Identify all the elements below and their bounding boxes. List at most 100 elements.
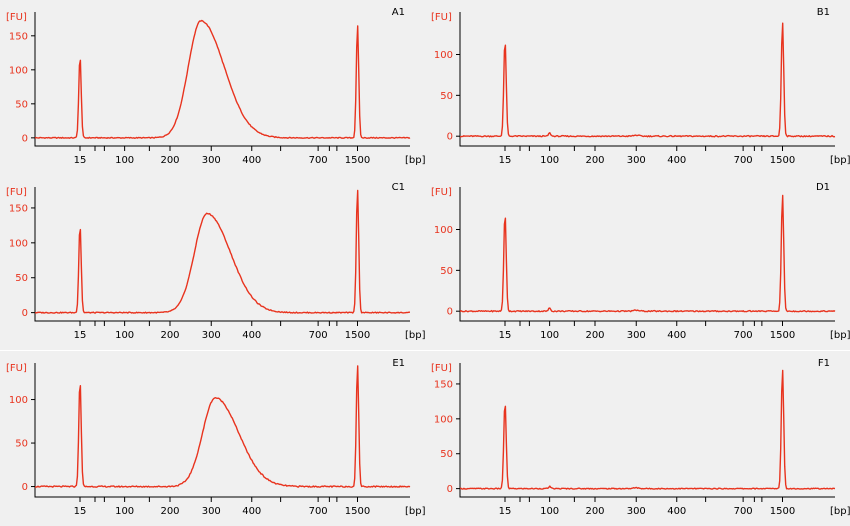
chart-svg: [FU] C1 0 50 100 150 15 100 200 300 400 700 1500 [bp]	[0, 175, 426, 350]
y-tick-label: 0	[447, 484, 453, 495]
x-tick-label: 1500	[770, 506, 795, 517]
x-tick-label: 15	[499, 506, 512, 517]
electropherogram-trace	[459, 369, 836, 490]
x-tick-label: 100	[115, 330, 134, 341]
x-tick-label: 200	[585, 506, 604, 517]
chart-svg: [FU] D1 0 50 100 15 100 200 300 400 700 1500 [bp]	[425, 175, 850, 350]
x-tick-label: 200	[585, 330, 604, 341]
x-tick-label: 200	[160, 155, 179, 166]
y-tick-label: 100	[9, 395, 28, 406]
panel-title: A1	[392, 7, 405, 18]
axis-lines	[34, 187, 410, 322]
x-tick-label: 700	[734, 155, 753, 166]
x-axis-unit: [bp]	[830, 155, 850, 166]
y-tick-label: 100	[434, 225, 453, 236]
y-tick-label: 50	[440, 266, 453, 277]
y-tick-label: 50	[15, 439, 28, 450]
panel-title: B1	[817, 7, 830, 18]
x-axis-unit: [bp]	[830, 330, 850, 341]
x-tick-label: 400	[667, 330, 686, 341]
panel-background	[0, 351, 425, 526]
x-axis-unit: [bp]	[405, 155, 426, 166]
x-tick-label: 1500	[770, 155, 795, 166]
x-tick-label: 15	[499, 155, 512, 166]
y-tick-label: 100	[434, 414, 453, 425]
y-axis-label: [FU]	[6, 363, 27, 374]
panel-title: E1	[392, 358, 405, 369]
x-tick-label: 200	[160, 506, 179, 517]
x-tick-label: 15	[74, 155, 87, 166]
axis-lines	[34, 12, 410, 147]
panel-a1: [FU] A1 0 50 100 150 15 100 200 300 400 700 1500 [bp]	[0, 0, 426, 175]
x-tick-label: 1500	[345, 506, 370, 517]
panel-title: C1	[392, 182, 405, 193]
x-tick-label: 700	[734, 330, 753, 341]
x-tick-label: 700	[309, 330, 328, 341]
y-tick-label: 150	[9, 31, 28, 42]
x-tick-label: 300	[627, 330, 646, 341]
panel-background	[425, 351, 850, 526]
y-tick-label: 100	[9, 238, 28, 249]
panel-d1: [FU] D1 0 50 100 15 100 200 300 400 700 1500 [bp]	[425, 175, 850, 350]
x-tick-label: 1500	[345, 330, 370, 341]
panel-background	[0, 175, 425, 350]
axis-lines	[459, 12, 835, 147]
chart-svg: [FU] E1 0 50 100 15 100 200 300 400 700 1500 [bp]	[0, 351, 426, 526]
panel-e1: [FU] E1 0 50 100 15 100 200 300 400 700 1500 [bp]	[0, 351, 426, 526]
x-tick-label: 300	[202, 506, 221, 517]
panel-c1: [FU] C1 0 50 100 150 15 100 200 300 400 700 1500 [bp]	[0, 175, 426, 350]
electropherogram-trace	[34, 189, 410, 314]
y-axis-label: [FU]	[431, 187, 452, 198]
axis-lines	[459, 187, 835, 322]
x-tick-label: 300	[202, 155, 221, 166]
x-tick-label: 700	[309, 506, 328, 517]
x-tick-label: 200	[585, 155, 604, 166]
y-axis-label: [FU]	[431, 12, 452, 23]
x-axis-unit: [bp]	[405, 506, 426, 517]
electropherogram-trace	[460, 22, 836, 138]
y-tick-label: 100	[9, 65, 28, 76]
panel-f1: [FU] F1 0 50 100 150 15 100 200 300 400 700 1500 [bp]	[425, 351, 850, 526]
y-axis-label: [FU]	[6, 12, 27, 23]
x-tick-label: 100	[115, 506, 134, 517]
x-axis-unit: [bp]	[405, 330, 426, 341]
electropherogram-trace	[34, 19, 411, 139]
y-tick-label: 0	[22, 482, 28, 493]
y-tick-label: 50	[440, 91, 453, 102]
x-tick-label: 100	[540, 330, 559, 341]
electropherogram-trace	[34, 365, 411, 488]
x-tick-label: 400	[242, 330, 261, 341]
x-tick-label: 400	[242, 506, 261, 517]
chart-svg: [FU] A1 0 50 100 150 15 100 200 300 400 700 1500 [bp]	[0, 0, 426, 175]
panel-background	[0, 0, 425, 175]
panel-b1: [FU] B1 0 50 100 15 100 200 300 400 700 1500 [bp]	[425, 0, 850, 175]
panel-background	[425, 175, 850, 350]
y-tick-label: 0	[447, 132, 453, 143]
x-tick-label: 100	[115, 155, 134, 166]
y-tick-label: 50	[15, 273, 28, 284]
y-tick-label: 150	[434, 379, 453, 390]
y-tick-label: 0	[22, 308, 28, 319]
y-axis-label: [FU]	[431, 363, 452, 374]
y-tick-label: 0	[447, 307, 453, 318]
x-tick-label: 400	[242, 155, 261, 166]
x-tick-label: 15	[74, 506, 87, 517]
electropherogram-trace	[459, 194, 836, 313]
x-tick-label: 100	[540, 155, 559, 166]
y-tick-label: 150	[9, 203, 28, 214]
x-tick-label: 400	[667, 155, 686, 166]
y-axis-label: [FU]	[6, 187, 27, 198]
x-tick-label: 300	[627, 506, 646, 517]
axis-lines	[34, 363, 410, 498]
panel-background	[425, 0, 850, 175]
panel-title: D1	[816, 182, 830, 193]
y-tick-label: 0	[22, 133, 28, 144]
x-tick-label: 200	[160, 330, 179, 341]
x-axis-unit: [bp]	[830, 506, 850, 517]
panel-title: F1	[818, 358, 830, 369]
x-tick-label: 300	[627, 155, 646, 166]
x-tick-label: 15	[499, 330, 512, 341]
y-tick-label: 50	[15, 99, 28, 110]
y-tick-label: 50	[440, 449, 453, 460]
